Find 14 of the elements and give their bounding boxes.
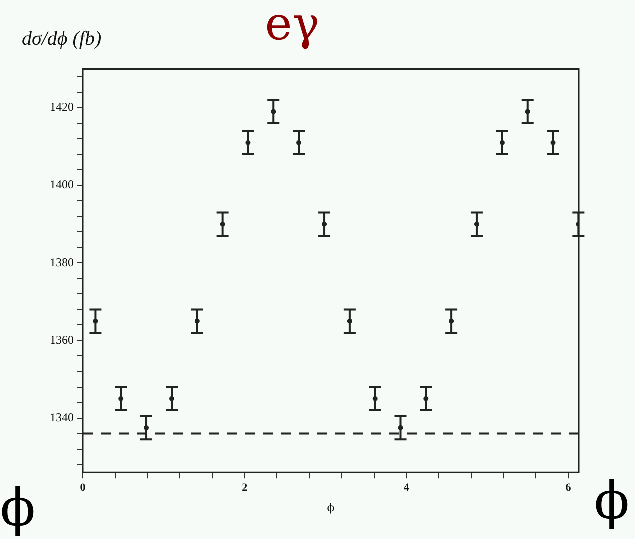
x-tick-label: 6	[566, 482, 572, 494]
x-tick-label: 4	[404, 482, 410, 494]
chart-title: eγ	[265, 0, 320, 51]
y-tick-label: 1380	[50, 255, 74, 270]
x-tick-label: 0	[80, 482, 86, 494]
y-tick-label: 1340	[50, 410, 74, 424]
y-axis-title: dσ/dϕ (fb)	[22, 28, 102, 51]
text: ϕ	[0, 478, 36, 539]
x-tick-label: 2	[242, 482, 248, 494]
y-tick-label: 1420	[50, 100, 74, 114]
x-axis-title: ϕ	[327, 501, 336, 514]
y-tick-label: 1400	[50, 178, 74, 192]
y-tick-label: 1360	[50, 332, 74, 347]
text: ϕ	[594, 472, 630, 532]
